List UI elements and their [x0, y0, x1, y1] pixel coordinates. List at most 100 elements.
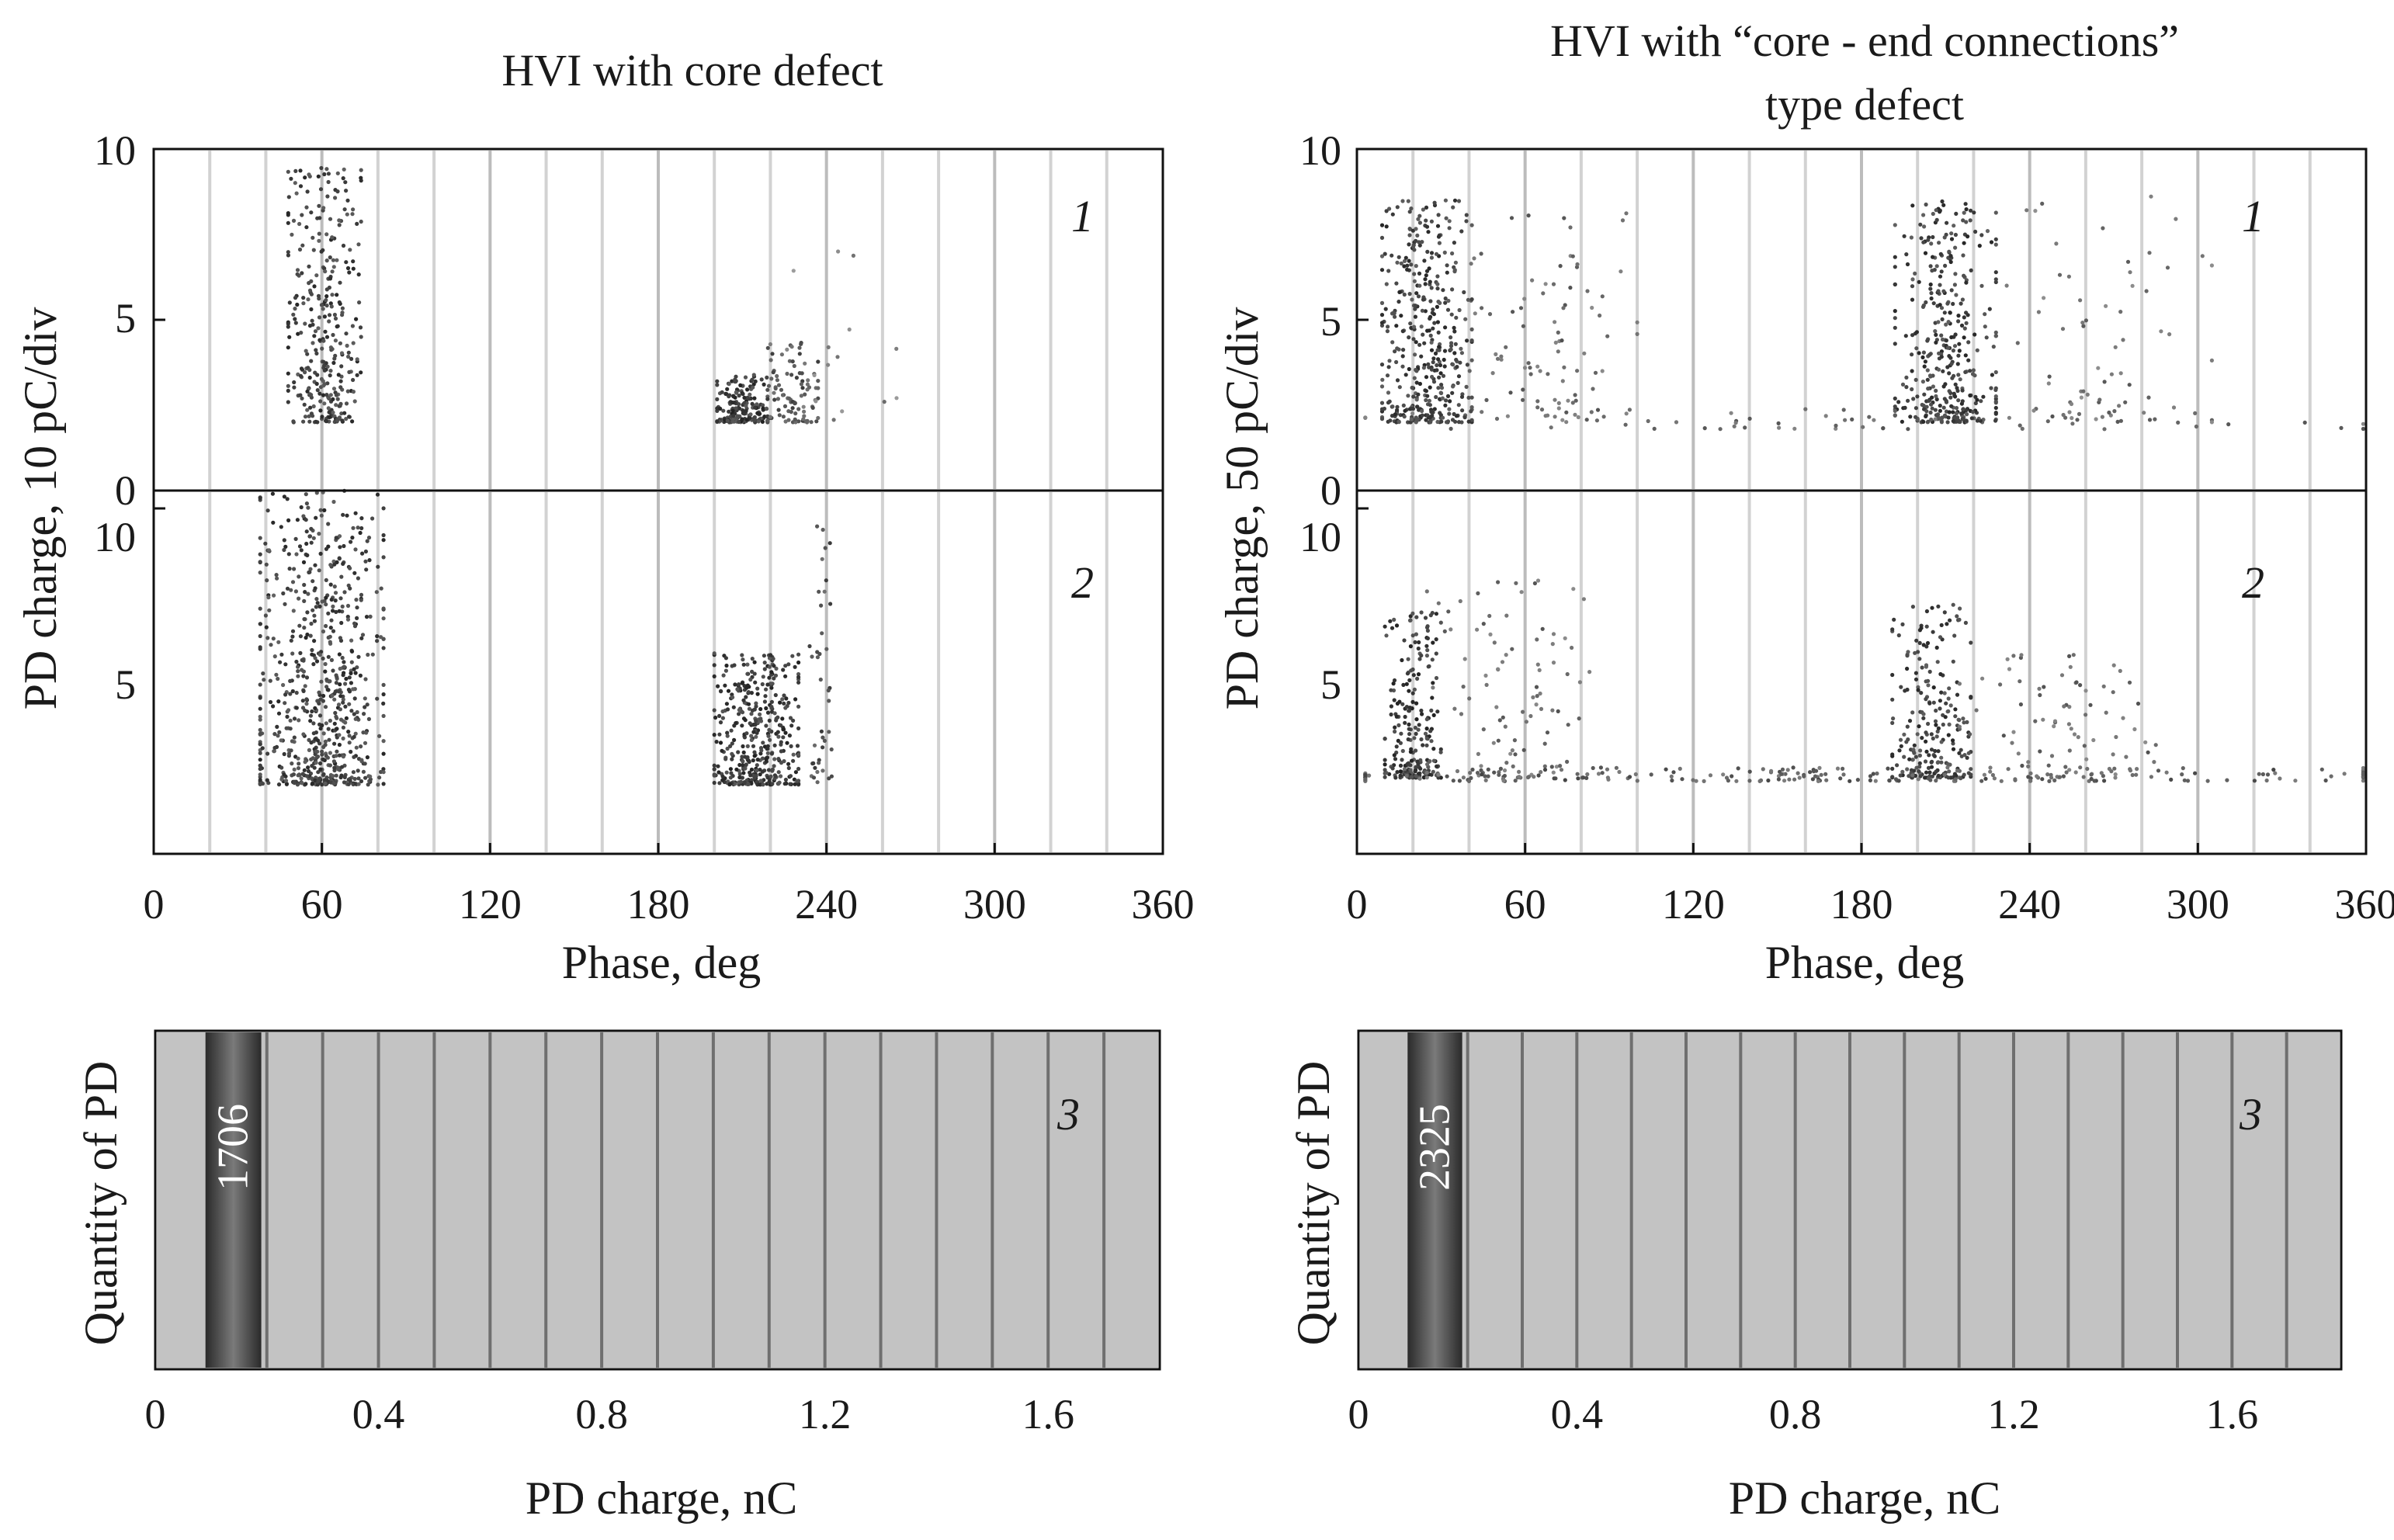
scatter-point: [1379, 235, 1385, 240]
scatter-point: [1896, 400, 1901, 404]
scatter-point: [1993, 411, 1998, 416]
scatter-point: [1960, 416, 1966, 421]
scatter-point: [293, 536, 298, 542]
scatter-point: [374, 590, 379, 595]
scatter-point: [1400, 199, 1405, 203]
scatter-point: [1438, 300, 1442, 305]
scatter-point: [1435, 320, 1440, 324]
scatter-point: [758, 706, 763, 712]
scatter-point: [1587, 670, 1592, 675]
scatter-point: [1432, 407, 1437, 411]
scatter-point: [789, 410, 793, 414]
scatter-point: [815, 650, 820, 654]
scatter-point: [1363, 777, 1368, 782]
left-ylabel: PD charge, 10 pC/div: [15, 307, 66, 710]
right-panel-2-scatter: [1363, 578, 2365, 784]
scatter-point: [339, 765, 345, 769]
scatter-point: [1450, 251, 1455, 256]
scatter-point: [776, 770, 781, 775]
scatter-point: [755, 402, 759, 407]
scatter-point: [1528, 366, 1532, 370]
scatter-point: [2097, 397, 2102, 402]
scatter-point: [1383, 307, 1388, 311]
scatter-point: [331, 759, 336, 764]
scatter-point: [312, 765, 317, 770]
scatter-point: [1542, 764, 1547, 768]
scatter-point: [755, 768, 759, 773]
scatter-point: [1948, 310, 1952, 315]
scatter-point: [1414, 632, 1418, 636]
scatter-point: [352, 712, 356, 716]
scatter-point: [1944, 400, 1949, 404]
scatter-point: [1429, 340, 1434, 345]
scatter-point: [1591, 765, 1595, 771]
scatter-point: [291, 218, 297, 223]
scatter-point: [288, 718, 293, 723]
scatter-point: [2125, 259, 2131, 264]
scatter-point: [1408, 763, 1413, 768]
scatter-point: [772, 757, 777, 761]
scatter-point: [1425, 648, 1430, 653]
scatter-point: [1461, 685, 1466, 689]
scatter-point: [1412, 324, 1417, 329]
scatter-point: [1425, 394, 1430, 398]
scatter-point: [754, 774, 758, 779]
scatter-point: [332, 721, 337, 726]
scatter-point: [776, 408, 781, 412]
scatter-point: [1398, 769, 1403, 774]
scatter-point: [349, 709, 354, 713]
scatter-point: [764, 687, 769, 692]
scatter-point: [309, 540, 314, 545]
scatter-point: [1736, 766, 1740, 771]
scatter-point: [317, 690, 321, 695]
scatter-point: [796, 680, 801, 685]
scatter-point: [1486, 767, 1490, 772]
scatter-point: [2132, 727, 2137, 732]
scatter-point: [2361, 765, 2365, 771]
xtick-label: 0: [1347, 881, 1368, 928]
scatter-point: [1918, 774, 1923, 779]
scatter-point: [1963, 620, 1968, 626]
scatter-point: [328, 640, 332, 644]
scatter-point: [758, 772, 762, 777]
scatter-point: [298, 650, 303, 656]
scatter-point: [258, 552, 262, 557]
scatter-point: [807, 385, 812, 390]
scatter-point: [718, 720, 723, 725]
scatter-point: [1517, 775, 1521, 779]
scatter-point: [1940, 199, 1945, 204]
scatter-point: [1563, 636, 1567, 640]
scatter-point: [1925, 368, 1930, 373]
scatter-point: [2146, 395, 2151, 400]
scatter-point: [759, 748, 764, 753]
scatter-point: [1808, 770, 1813, 775]
scatter-point: [1974, 708, 1979, 713]
scatter-point: [2100, 414, 2104, 419]
scatter-point: [2180, 772, 2184, 777]
right-hist-xlabel: PD charge, nC: [1729, 1472, 2001, 1524]
scatter-point: [715, 383, 720, 387]
scatter-point: [344, 676, 349, 682]
scatter-point: [1948, 254, 1953, 258]
scatter-point: [1969, 416, 1974, 421]
scatter-point: [1850, 417, 1854, 422]
scatter-point: [1526, 361, 1531, 366]
scatter-point: [1961, 716, 1966, 721]
scatter-point: [731, 414, 736, 418]
scatter-point: [368, 614, 373, 619]
scatter-point: [284, 726, 289, 730]
scatter-point: [258, 767, 262, 772]
scatter-point: [769, 358, 773, 362]
scatter-point: [1581, 597, 1586, 602]
scatter-point: [2264, 778, 2269, 783]
scatter-point: [720, 748, 724, 753]
scatter-point: [303, 708, 307, 713]
scatter-point: [1936, 320, 1941, 324]
scatter-point: [266, 548, 272, 553]
scatter-point: [1459, 394, 1465, 399]
scatter-point: [1367, 773, 1372, 778]
scatter-point: [730, 757, 734, 761]
scatter-point: [340, 310, 345, 315]
scatter-point: [1585, 289, 1590, 293]
scatter-point: [307, 534, 313, 539]
